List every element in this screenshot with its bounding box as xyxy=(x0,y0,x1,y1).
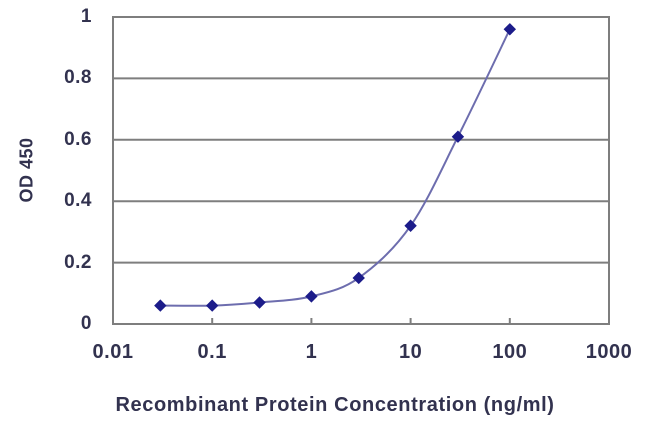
data-point-marker xyxy=(305,290,318,303)
x-axis-title: Recombinant Protein Concentration (ng/ml… xyxy=(115,394,555,416)
data-point-marker xyxy=(404,219,417,232)
data-point-marker xyxy=(451,130,465,143)
y-axis-title: OD 450 xyxy=(16,137,37,203)
series-line xyxy=(160,28,511,307)
data-point-marker xyxy=(503,23,517,36)
data-point-marker xyxy=(253,296,266,309)
data-point-marker xyxy=(154,299,167,312)
data-point-marker xyxy=(352,271,365,285)
plot-border xyxy=(112,16,610,325)
data-point-marker xyxy=(205,299,219,312)
